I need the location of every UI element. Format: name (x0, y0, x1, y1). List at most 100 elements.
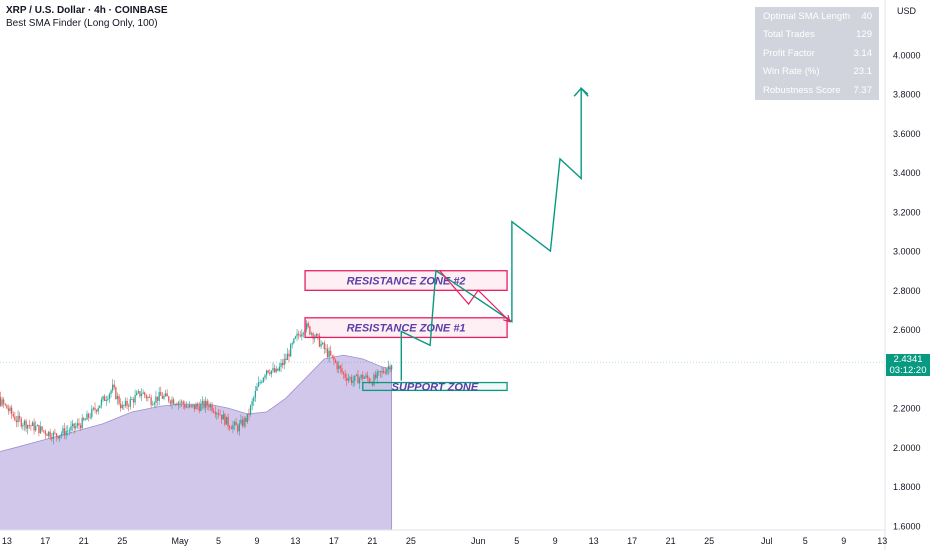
candle (187, 406, 189, 408)
candle (49, 431, 51, 438)
candle (92, 407, 95, 409)
candle (11, 407, 13, 414)
x-tick-label: 25 (117, 536, 127, 546)
candle (243, 418, 245, 426)
candle (99, 405, 101, 409)
candle (330, 350, 332, 356)
candle (273, 368, 276, 373)
candle (251, 401, 253, 406)
y-tick-label: 3.4000 (893, 168, 921, 178)
candle (221, 414, 223, 420)
candle (249, 405, 252, 415)
symbol-title[interactable]: XRP / U.S. Dollar · 4h · COINBASE (6, 5, 168, 16)
candle (89, 417, 91, 419)
candle (179, 402, 181, 404)
candle (230, 428, 232, 430)
candle (386, 369, 388, 374)
candle (65, 430, 67, 436)
candle (83, 417, 85, 421)
candle (168, 396, 170, 402)
candle (283, 358, 285, 366)
stat-value: 7.37 (853, 84, 873, 96)
candle (196, 404, 199, 407)
candle (116, 396, 119, 400)
candle (55, 433, 58, 437)
candle (254, 390, 257, 398)
candle (349, 377, 351, 379)
candle (182, 401, 184, 405)
candle (67, 430, 69, 432)
stats-row: Win Rate (%) 23.1 (755, 63, 879, 82)
candle (299, 335, 301, 337)
candle (328, 350, 330, 358)
stats-row: Total Trades 129 (755, 26, 879, 45)
candle (384, 372, 386, 374)
candle (132, 399, 135, 403)
candle (229, 426, 231, 429)
candle (390, 365, 393, 370)
candle (294, 336, 297, 339)
candle (269, 372, 271, 375)
candle (256, 386, 258, 391)
candle (219, 414, 221, 416)
candle (52, 432, 54, 440)
candle (389, 366, 391, 370)
x-tick-label: May (171, 536, 189, 546)
sma-area-layer (0, 354, 393, 531)
candle (78, 423, 80, 426)
x-tick-label: 13 (290, 536, 300, 546)
candle (126, 400, 128, 406)
candle (121, 405, 123, 409)
candle (102, 396, 104, 400)
candle (264, 375, 266, 378)
candle (136, 392, 138, 396)
candle (237, 425, 239, 432)
candle (360, 374, 362, 379)
indicator-title[interactable]: Best SMA Finder (Long Only, 100) (6, 18, 158, 29)
x-tick-label: 13 (2, 536, 12, 546)
candle (333, 356, 335, 361)
candle (108, 393, 111, 399)
currency-label[interactable]: USD (897, 6, 917, 16)
candle (317, 334, 319, 336)
candle (12, 413, 14, 417)
candle (87, 413, 90, 418)
candle (27, 424, 29, 429)
x-tick-label: 17 (40, 536, 50, 546)
candle (17, 415, 19, 423)
candle (320, 343, 322, 347)
candle (238, 423, 240, 432)
candle (118, 396, 120, 404)
candle (76, 423, 79, 427)
candle (227, 416, 229, 427)
y-tick-label: 3.2000 (893, 207, 921, 217)
candle (193, 404, 196, 410)
candle (280, 363, 282, 367)
candle (31, 422, 34, 427)
candle (110, 390, 112, 394)
x-tick-label: 25 (704, 536, 714, 546)
candle (120, 403, 122, 409)
candle (362, 374, 364, 379)
candle (272, 368, 274, 371)
candle (176, 404, 178, 405)
y-tick-label: 3.0000 (893, 247, 921, 257)
candle (289, 344, 292, 357)
candle (267, 370, 269, 373)
candle (352, 380, 354, 383)
candle (334, 360, 337, 363)
candle (259, 382, 261, 384)
candle (158, 392, 160, 401)
candle (213, 410, 215, 413)
candle (302, 332, 305, 334)
candle (115, 387, 117, 400)
candle (163, 395, 165, 399)
candle (97, 408, 99, 412)
stats-table: Optimal SMA Length 40 Total Trades 129 Pro… (755, 7, 879, 100)
candle (357, 374, 359, 384)
support-zone (362, 381, 508, 392)
candle (100, 399, 103, 406)
candle (105, 399, 107, 401)
candle (225, 416, 228, 425)
